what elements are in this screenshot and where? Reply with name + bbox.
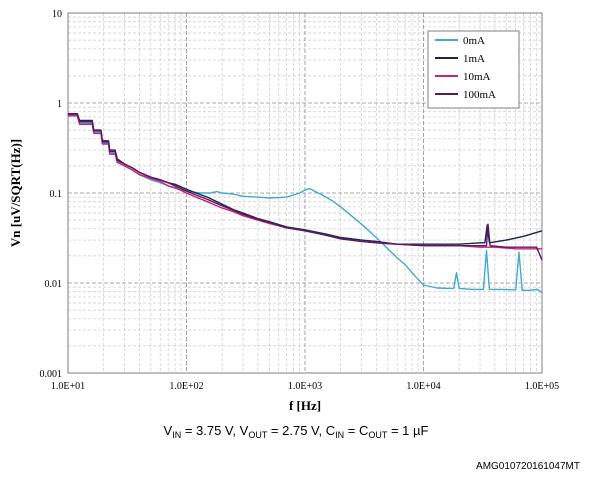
legend-label-0mA: 0mA	[463, 35, 485, 47]
test-conditions-caption: VIN = 3.75 V, VOUT = 2.75 V, CIN = COUT …	[163, 423, 429, 440]
x-tick-labels: 1.0E+01 1.0E+02 1.0E+03 1.0E+04 1.0E+05	[51, 381, 559, 392]
y-tick-label: 0.01	[45, 279, 63, 290]
x-tick-label: 1.0E+03	[288, 381, 322, 392]
y-tick-labels: 0.001 0.01 0.1 1 10	[40, 9, 63, 380]
series-line-1mA	[68, 113, 543, 245]
y-tick-label: 0.001	[40, 369, 63, 380]
x-axis-label: f [Hz]	[289, 398, 321, 413]
y-axis-label: Vn [uV/SQRT(Hz)]	[8, 139, 23, 247]
y-tick-label: 10	[52, 9, 62, 20]
series-line-100mA	[68, 113, 543, 261]
x-tick-label: 1.0E+04	[406, 381, 440, 392]
x-tick-label: 1.0E+02	[169, 381, 203, 392]
y-tick-label: 1	[57, 99, 62, 110]
legend-box	[427, 30, 520, 109]
x-tick-label: 1.0E+05	[525, 381, 559, 392]
legend-label-100mA: 100mA	[463, 89, 496, 101]
legend: 0mA 1mA 10mA 100mA	[427, 30, 520, 109]
series-layer	[68, 113, 543, 294]
plot-frame	[67, 12, 543, 374]
legend-label-1mA: 1mA	[463, 53, 485, 65]
x-tick-label: 1.0E+01	[51, 381, 85, 392]
figure-reference-id: AMG010720161047MT	[476, 461, 580, 472]
legend-label-10mA: 10mA	[463, 71, 491, 83]
y-tick-label: 0.1	[50, 189, 63, 200]
